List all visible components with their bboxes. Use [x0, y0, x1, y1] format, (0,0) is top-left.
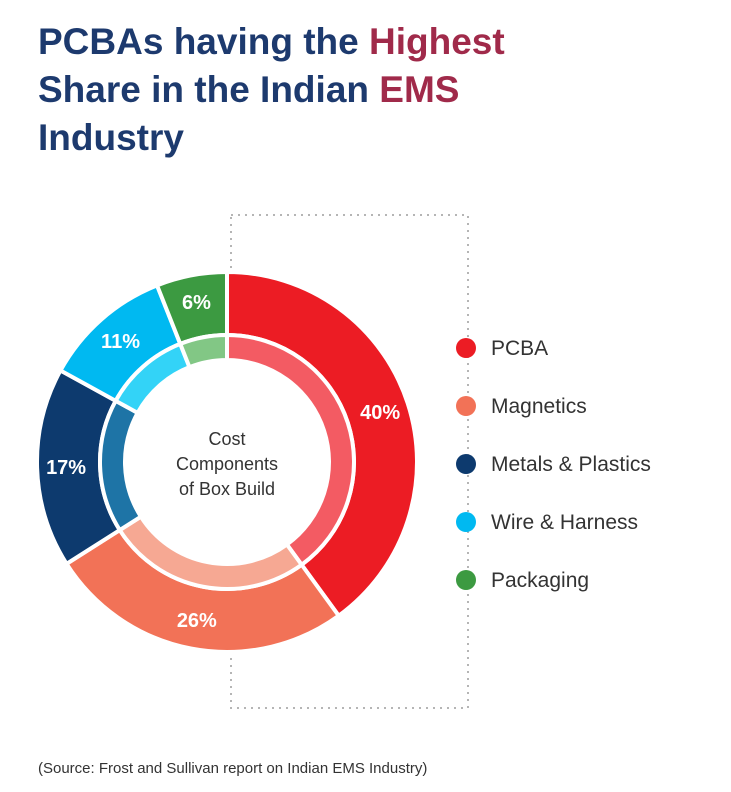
donut-center [125, 360, 329, 564]
legend-label: Metals & Plastics [491, 453, 651, 476]
legend-item-packaging: Packaging [456, 569, 589, 592]
legend-swatch [456, 512, 476, 532]
legend-item-metals-plastics: Metals & Plastics [456, 453, 651, 476]
data-label-packaging: 6% [182, 292, 211, 314]
legend: PCBA Magnetics Metals & Plastics Wire & Har… [456, 337, 651, 592]
data-label-wire-harness: 11% [101, 331, 140, 353]
title-line-2: Share in the Indian EMS [38, 66, 638, 114]
title-highlight: Highest [369, 21, 505, 62]
legend-label: Magnetics [491, 395, 587, 418]
percentage-labels: 40% 26% 17% 11% 6% [46, 292, 400, 632]
legend-label: Packaging [491, 569, 589, 592]
center-label-line: Cost [208, 429, 245, 449]
title-text: PCBAs having the [38, 21, 369, 62]
center-label-line: Components [176, 454, 278, 474]
legend-swatch [456, 454, 476, 474]
data-label-magnetics: 26% [177, 610, 217, 632]
center-label: Cost Components of Box Build [176, 429, 278, 499]
legend-item-pcba: PCBA [456, 337, 548, 360]
title-line-1: PCBAs having the Highest [38, 18, 638, 66]
legend-item-magnetics: Magnetics [456, 395, 587, 418]
data-label-pcba: 40% [360, 402, 400, 424]
legend-swatch [456, 570, 476, 590]
legend-item-wire-harness: Wire & Harness [456, 511, 638, 534]
source-note: (Source: Frost and Sullivan report on In… [38, 760, 428, 777]
legend-swatch [456, 338, 476, 358]
legend-swatch [456, 396, 476, 416]
legend-label: Wire & Harness [491, 511, 638, 534]
title-text: Share in the Indian [38, 69, 380, 110]
title-line-3: Industry [38, 117, 184, 158]
chart-title: PCBAs having the Highest Share in the In… [38, 18, 638, 162]
data-label-metals-plastics: 17% [46, 457, 86, 479]
title-highlight: EMS [379, 69, 460, 110]
center-label-line: of Box Build [179, 479, 275, 499]
legend-label: PCBA [491, 337, 548, 360]
